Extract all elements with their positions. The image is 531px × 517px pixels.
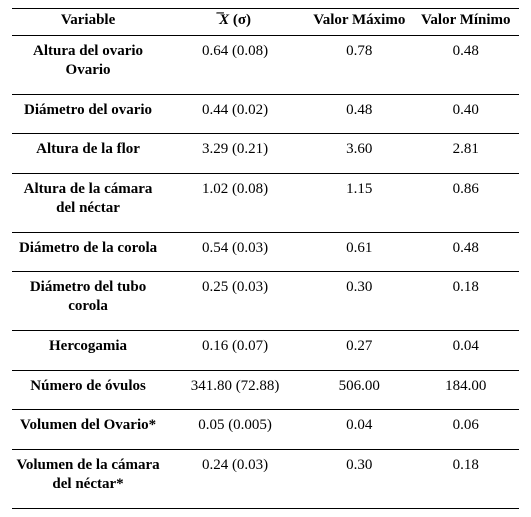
- cell-variable: Volumen de la cámara del néctar*: [12, 450, 164, 509]
- cell-variable: Volumen del Ovario*: [12, 410, 164, 450]
- table-row: Hercogamia 0.16 (0.07) 0.27 0.04: [12, 330, 519, 370]
- cell-mean-sd: 0.24 (0.03): [164, 450, 306, 509]
- cell-min: 0.40: [413, 94, 519, 134]
- cell-max: 0.48: [306, 94, 412, 134]
- cell-min: 2.81: [413, 134, 519, 174]
- col-header-max: Valor Máximo: [306, 9, 412, 36]
- table-row: Número de óvulos 341.80 (72.88) 506.00 1…: [12, 370, 519, 410]
- cell-mean-sd: 0.44 (0.02): [164, 94, 306, 134]
- cell-mean-sd: 0.05 (0.005): [164, 410, 306, 450]
- cell-variable: Altura de la flor: [12, 134, 164, 174]
- cell-max: 0.27: [306, 330, 412, 370]
- table-row: Altura de la cámara del néctar 1.02 (0.0…: [12, 174, 519, 233]
- cell-max: 0.04: [306, 410, 412, 450]
- x-bar-symbol: X: [219, 11, 229, 29]
- cell-max: 3.60: [306, 134, 412, 174]
- table-row: Volumen del Ovario* 0.05 (0.005) 0.04 0.…: [12, 410, 519, 450]
- table-row: Altura del ovario Ovario 0.64 (0.08) 0.7…: [12, 36, 519, 95]
- table-row: Diámetro del ovario 0.44 (0.02) 0.48 0.4…: [12, 94, 519, 134]
- cell-mean-sd: 0.54 (0.03): [164, 232, 306, 272]
- table-row: Volumen de la cámara del néctar* 0.24 (0…: [12, 450, 519, 509]
- cell-variable: Diámetro del tubo corola: [12, 272, 164, 331]
- cell-mean-sd: 0.25 (0.03): [164, 272, 306, 331]
- cell-variable: Hercogamia: [12, 330, 164, 370]
- cell-mean-sd: 341.80 (72.88): [164, 370, 306, 410]
- cell-variable: Número de óvulos: [12, 370, 164, 410]
- col-header-variable: Variable: [12, 9, 164, 36]
- table-row: Altura de la flor 3.29 (0.21) 3.60 2.81: [12, 134, 519, 174]
- cell-mean-sd: 0.16 (0.07): [164, 330, 306, 370]
- cell-max: 0.30: [306, 272, 412, 331]
- cell-min: 0.18: [413, 272, 519, 331]
- cell-min: 0.18: [413, 450, 519, 509]
- col-header-mean-sd: X (σ): [164, 9, 306, 36]
- cell-min: 0.06: [413, 410, 519, 450]
- table-row: Diámetro de la corola 0.54 (0.03) 0.61 0…: [12, 232, 519, 272]
- table-row: Diámetro del tubo corola 0.25 (0.03) 0.3…: [12, 272, 519, 331]
- cell-mean-sd: 0.64 (0.08): [164, 36, 306, 95]
- cell-min: 0.86: [413, 174, 519, 233]
- cell-min: 0.48: [413, 232, 519, 272]
- cell-max: 0.78: [306, 36, 412, 95]
- cell-variable: Altura de la cámara del néctar: [12, 174, 164, 233]
- cell-min: 184.00: [413, 370, 519, 410]
- cell-max: 1.15: [306, 174, 412, 233]
- cell-min: 0.48: [413, 36, 519, 95]
- cell-mean-sd: 1.02 (0.08): [164, 174, 306, 233]
- cell-variable: Altura del ovario Ovario: [12, 36, 164, 95]
- cell-mean-sd: 3.29 (0.21): [164, 134, 306, 174]
- header-row: Variable X (σ) Valor Máximo Valor Mínimo: [12, 9, 519, 36]
- cell-min: 0.04: [413, 330, 519, 370]
- cell-variable: Diámetro del ovario: [12, 94, 164, 134]
- col-header-min: Valor Mínimo: [413, 9, 519, 36]
- cell-variable: Diámetro de la corola: [12, 232, 164, 272]
- cell-max: 0.61: [306, 232, 412, 272]
- morphometric-table: Variable X (σ) Valor Máximo Valor Mínimo…: [12, 8, 519, 509]
- cell-max: 506.00: [306, 370, 412, 410]
- cell-max: 0.30: [306, 450, 412, 509]
